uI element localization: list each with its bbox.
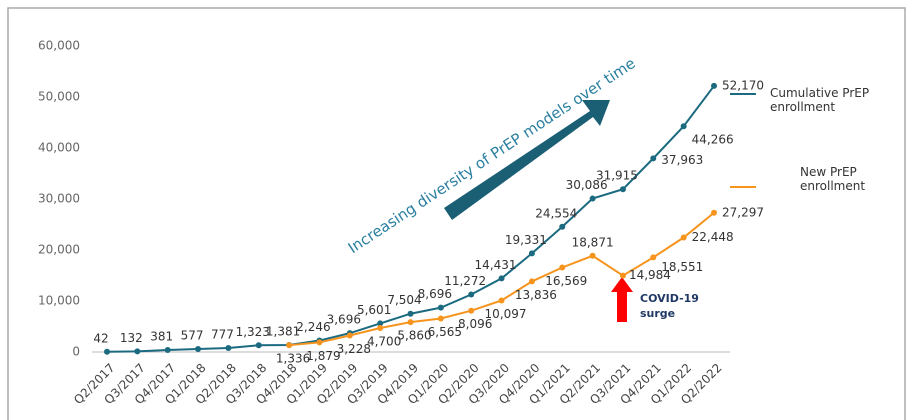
y-tick-label: 0 — [72, 345, 80, 359]
data-point — [680, 123, 687, 130]
legend-swatch — [730, 186, 756, 188]
data-point — [711, 209, 717, 216]
data-label: 18,871 — [572, 235, 614, 249]
y-tick-label: 40,000 — [38, 141, 80, 155]
frame — [7, 7, 906, 420]
y-tick-label: 60,000 — [38, 39, 80, 53]
data-label: 14,984 — [629, 268, 671, 282]
data-label: 30,086 — [566, 178, 608, 192]
data-label: 14,431 — [475, 258, 517, 272]
covid-annotation: surge — [640, 307, 675, 320]
data-label: 132 — [120, 331, 143, 345]
data-label: 1,336 — [276, 352, 310, 366]
data-point — [195, 346, 202, 353]
y-tick-label: 20,000 — [38, 243, 80, 257]
data-point — [559, 223, 566, 230]
data-point — [407, 310, 414, 317]
data-point — [407, 319, 414, 326]
data-point — [589, 195, 596, 202]
data-label: 1,323 — [236, 325, 270, 339]
trend-annotation: Increasing diversity of PrEP models over… — [345, 54, 639, 257]
data-label: 7,504 — [387, 293, 421, 307]
data-label: 42 — [93, 331, 108, 345]
data-label: 5,860 — [397, 329, 431, 343]
data-label: 6,565 — [428, 325, 462, 339]
data-label: 19,331 — [505, 233, 547, 247]
data-point — [528, 250, 535, 257]
data-point — [104, 348, 110, 355]
data-label: 18,551 — [661, 260, 703, 274]
data-label: 44,266 — [692, 133, 734, 147]
data-label: 52,170 — [722, 78, 764, 92]
legend-entry: Cumulative PrEP enrollment — [730, 86, 880, 114]
data-label: 577 — [181, 329, 204, 343]
data-label: 2,246 — [296, 320, 330, 334]
data-label: 777 — [211, 328, 234, 342]
data-label: 5,601 — [357, 303, 391, 317]
data-label: 4,700 — [367, 335, 401, 349]
data-label: 1,879 — [306, 349, 340, 363]
trend-arrow — [444, 100, 610, 220]
data-point — [437, 304, 444, 311]
data-label: 37,963 — [661, 153, 703, 167]
data-label: 16,569 — [545, 274, 587, 288]
data-point — [498, 275, 505, 282]
data-point — [346, 332, 353, 339]
data-point — [589, 252, 596, 259]
data-point — [468, 307, 475, 314]
data-label: 1,381 — [266, 324, 300, 338]
data-label: 13,836 — [515, 288, 557, 302]
legend-swatch — [730, 93, 756, 95]
data-point — [650, 254, 657, 261]
data-label: 3,696 — [327, 313, 361, 327]
data-label: 8,696 — [418, 287, 452, 301]
data-label: 381 — [150, 330, 173, 344]
data-point — [377, 320, 384, 327]
data-point — [468, 291, 475, 298]
data-point — [134, 348, 141, 355]
data-point — [650, 155, 657, 162]
data-label: 8,096 — [458, 317, 492, 331]
data-label: 11,272 — [444, 274, 486, 288]
data-point — [164, 347, 171, 354]
legend-label: New PrEP enrollment — [800, 165, 866, 193]
data-point — [286, 342, 293, 349]
data-label: 3,228 — [337, 342, 371, 356]
data-point — [498, 297, 505, 304]
data-point — [316, 339, 323, 346]
data-point — [559, 264, 566, 271]
legend-entry: New PrEP enrollment — [730, 165, 880, 193]
data-label: 24,554 — [535, 206, 577, 220]
data-point — [437, 315, 444, 322]
covid-arrow — [611, 277, 633, 322]
legend-label: Cumulative PrEP enrollment — [770, 86, 870, 114]
data-point — [255, 342, 262, 349]
data-label: 22,448 — [692, 230, 734, 244]
data-label: 31,915 — [596, 169, 638, 183]
data-point — [619, 272, 626, 279]
data-point — [377, 325, 384, 332]
y-tick-label: 30,000 — [38, 192, 80, 206]
data-point — [528, 278, 535, 285]
data-point — [711, 82, 717, 89]
data-point — [225, 345, 232, 352]
y-tick-label: 50,000 — [38, 90, 80, 104]
data-point — [619, 186, 626, 193]
y-tick-label: 10,000 — [38, 294, 80, 308]
covid-annotation: COVID-19 — [640, 292, 699, 305]
data-label: 27,297 — [722, 205, 764, 219]
data-point — [680, 234, 687, 241]
data-label: 10,097 — [485, 307, 527, 321]
